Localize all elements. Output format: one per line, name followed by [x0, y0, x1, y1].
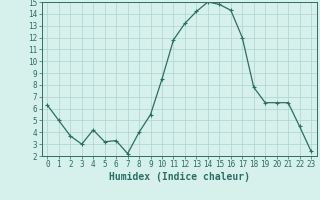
X-axis label: Humidex (Indice chaleur): Humidex (Indice chaleur) — [109, 172, 250, 182]
